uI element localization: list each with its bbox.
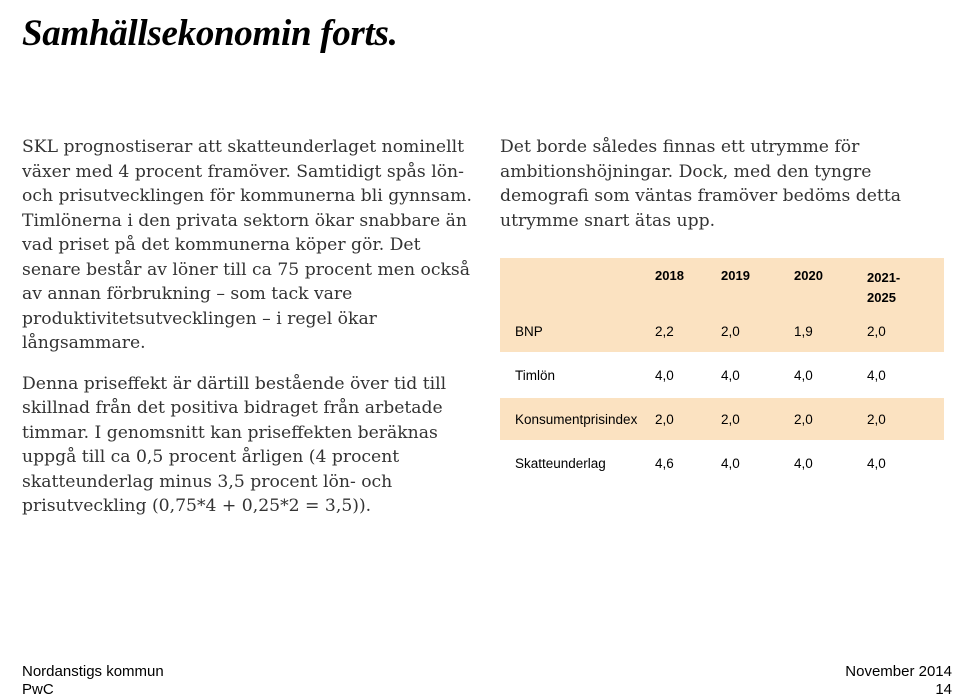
table-cell: 2,2	[655, 323, 674, 339]
table-row: Konsumentprisindex 2,0 2,0 2,0 2,0	[500, 398, 944, 440]
footer-org: Nordanstigs kommun	[22, 663, 164, 680]
table-row: Skatteunderlag 4,6 4,0 4,0 4,0	[500, 442, 944, 484]
paragraph-3: Det borde således finnas ett utrymme för…	[500, 137, 901, 231]
table-cell: 1,9	[794, 323, 813, 339]
row-label: BNP	[515, 323, 543, 339]
table-cell: 4,0	[794, 367, 813, 383]
right-text-column: Det borde således finnas ett utrymme för…	[500, 135, 930, 233]
paragraph-2: Denna priseffekt är därtill bestående öv…	[22, 373, 447, 517]
table-cell: 2,0	[794, 411, 813, 427]
row-divider	[500, 396, 944, 398]
table-cell: 2,0	[721, 323, 740, 339]
table-row: BNP 2,2 2,0 1,9 2,0	[500, 310, 944, 352]
table-cell: 2,0	[721, 411, 740, 427]
table-cell: 4,0	[794, 455, 813, 471]
table-cell: 2,0	[655, 411, 674, 427]
table-cell: 4,0	[721, 455, 740, 471]
table-cell: 2,0	[867, 411, 886, 427]
page-title: Samhällsekonomin forts.	[22, 13, 398, 54]
footer-date: November 2014	[845, 663, 952, 680]
table-header-cell: 2019	[721, 268, 750, 283]
table-cell: 4,0	[721, 367, 740, 383]
table-header-row: 2018 2019 2020 2021- 2025	[500, 258, 944, 310]
table-row: Timlön 4,0 4,0 4,0 4,0	[500, 354, 944, 396]
row-divider	[500, 440, 944, 442]
table-cell: 4,6	[655, 455, 674, 471]
table-cell: 4,0	[867, 367, 886, 383]
forecast-table: 2018 2019 2020 2021- 2025 BNP 2,2 2,0 1,…	[500, 258, 944, 484]
left-text-column: SKL prognostiserar att skatteunderlaget …	[22, 135, 482, 535]
footer-right: November 2014 14	[845, 663, 952, 699]
page-number: 14	[935, 681, 952, 698]
footer-company: PwC	[22, 681, 54, 698]
footer-left: Nordanstigs kommun PwC	[22, 663, 164, 699]
table-cell: 4,0	[867, 455, 886, 471]
table-header-cell: 2021- 2025	[867, 270, 901, 305]
row-divider	[500, 352, 944, 354]
row-label: Konsumentprisindex	[515, 411, 638, 427]
table-cell: 2,0	[867, 323, 886, 339]
table-header-cell: 2018	[655, 268, 684, 283]
table-header-cell: 2020	[794, 268, 823, 283]
table-cell: 4,0	[655, 367, 674, 383]
row-label: Timlön	[515, 367, 556, 383]
row-label: Skatteunderlag	[515, 455, 606, 471]
paragraph-1: SKL prognostiserar att skatteunderlaget …	[22, 137, 472, 353]
